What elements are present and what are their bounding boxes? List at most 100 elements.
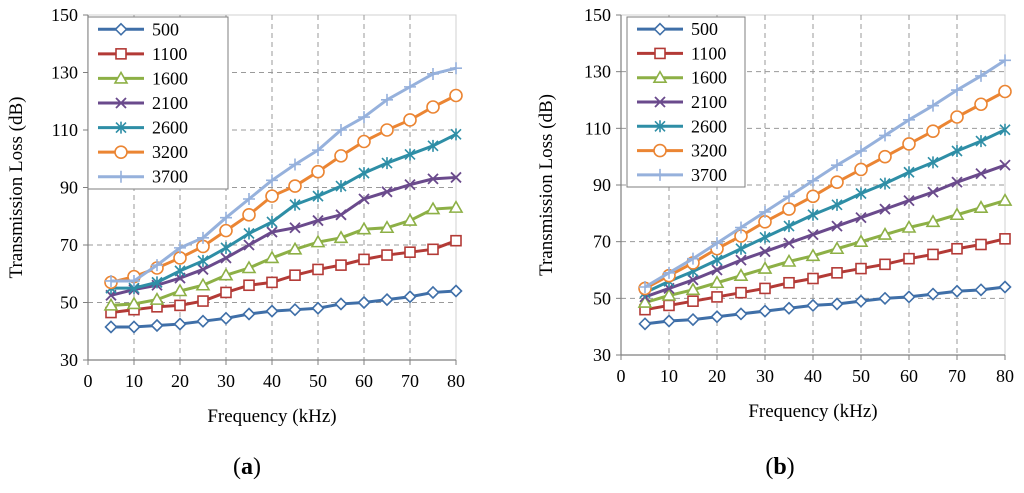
series-line	[644, 59, 1006, 289]
data-point	[289, 158, 301, 171]
data-point	[427, 67, 439, 80]
data-point	[427, 139, 439, 152]
data-point	[266, 226, 278, 238]
x-tick-label: 20	[171, 371, 189, 391]
series-line	[111, 66, 457, 283]
data-point	[951, 145, 963, 157]
data-point	[449, 88, 463, 103]
series-line	[644, 90, 1006, 290]
y-tick-label: 50	[593, 288, 611, 308]
data-point	[333, 230, 349, 244]
data-point	[265, 304, 279, 318]
data-point	[805, 248, 821, 262]
data-point	[975, 238, 987, 251]
data-point	[639, 281, 651, 293]
x-tick-label: 80	[996, 366, 1014, 386]
legend-label: 500	[691, 19, 718, 39]
data-point	[807, 272, 819, 285]
panel-label-b: (b)	[765, 454, 794, 480]
data-point	[661, 287, 677, 301]
data-point	[759, 231, 771, 244]
data-point	[877, 226, 893, 240]
x-tick-label: 10	[125, 371, 143, 391]
data-point	[806, 189, 820, 204]
data-point	[687, 252, 699, 265]
data-point	[901, 219, 917, 233]
data-point	[380, 123, 394, 137]
legend-label: 1100	[691, 43, 726, 63]
series-1100	[105, 234, 462, 319]
data-point	[686, 312, 700, 327]
y-tick-label: 90	[60, 178, 78, 198]
data-point	[711, 237, 723, 250]
data-point	[902, 290, 916, 304]
data-point	[829, 241, 845, 255]
data-point	[287, 241, 303, 255]
data-point	[381, 93, 393, 106]
data-point	[926, 124, 940, 138]
legend-marker	[652, 70, 668, 84]
data-point	[950, 284, 964, 298]
data-point	[151, 276, 163, 289]
data-point	[831, 220, 843, 232]
y-tick-label: 130	[584, 62, 611, 82]
data-point	[311, 301, 325, 315]
data-point	[381, 186, 393, 198]
x-tick-label: 70	[948, 366, 966, 386]
legend-label: 2100	[691, 92, 727, 112]
series-1100	[639, 233, 1011, 316]
data-point	[733, 268, 749, 281]
data-point	[335, 180, 347, 193]
data-point	[758, 304, 772, 318]
y-tick-label: 130	[51, 63, 78, 83]
data-point	[998, 84, 1012, 99]
data-point	[312, 214, 324, 227]
data-point	[243, 227, 255, 240]
data-point	[855, 187, 867, 200]
legend: 500 1100 1600 2100 2600 3200 3700	[626, 16, 746, 188]
data-point	[951, 176, 963, 188]
legend-label: 3200	[152, 142, 188, 162]
data-point	[311, 164, 325, 179]
data-point	[104, 320, 118, 334]
x-tick-label: 30	[217, 371, 235, 391]
data-point	[806, 298, 820, 313]
y-axis-label: Transmission Loss (dB)	[536, 94, 557, 276]
data-point	[975, 135, 987, 148]
data-point	[783, 276, 795, 289]
data-point	[266, 174, 278, 187]
y-tick-label: 110	[585, 118, 611, 138]
data-point	[807, 174, 819, 187]
legend-marker	[115, 97, 127, 109]
data-point	[902, 137, 916, 151]
data-point	[197, 231, 209, 244]
data-point	[759, 205, 771, 218]
data-point	[711, 254, 723, 267]
x-tick-label: 50	[852, 366, 870, 386]
chart-panel-b: 30 50 70 90 110 130 150 0 10 20 30 40 50 60 70 80 Freque…	[536, 5, 1014, 422]
series-500	[638, 280, 1012, 331]
data-point	[975, 168, 987, 180]
data-point	[879, 177, 891, 190]
series-line	[644, 199, 1006, 305]
data-point	[219, 223, 233, 238]
data-point	[288, 179, 302, 193]
y-tick-label: 110	[52, 120, 78, 140]
data-point	[927, 156, 939, 169]
data-point	[128, 274, 140, 287]
data-point	[358, 253, 370, 266]
data-point	[855, 145, 867, 157]
data-point	[357, 134, 371, 149]
data-point	[105, 274, 117, 287]
data-point	[242, 307, 256, 321]
data-point	[878, 291, 892, 305]
series-line	[110, 94, 457, 284]
data-point	[685, 282, 701, 296]
data-point	[903, 252, 915, 265]
legend-marker	[654, 120, 666, 133]
x-tick-label: 40	[263, 371, 281, 391]
data-point	[663, 266, 675, 279]
data-point	[950, 110, 964, 124]
data-point	[403, 113, 417, 127]
legend-marker	[653, 143, 667, 158]
